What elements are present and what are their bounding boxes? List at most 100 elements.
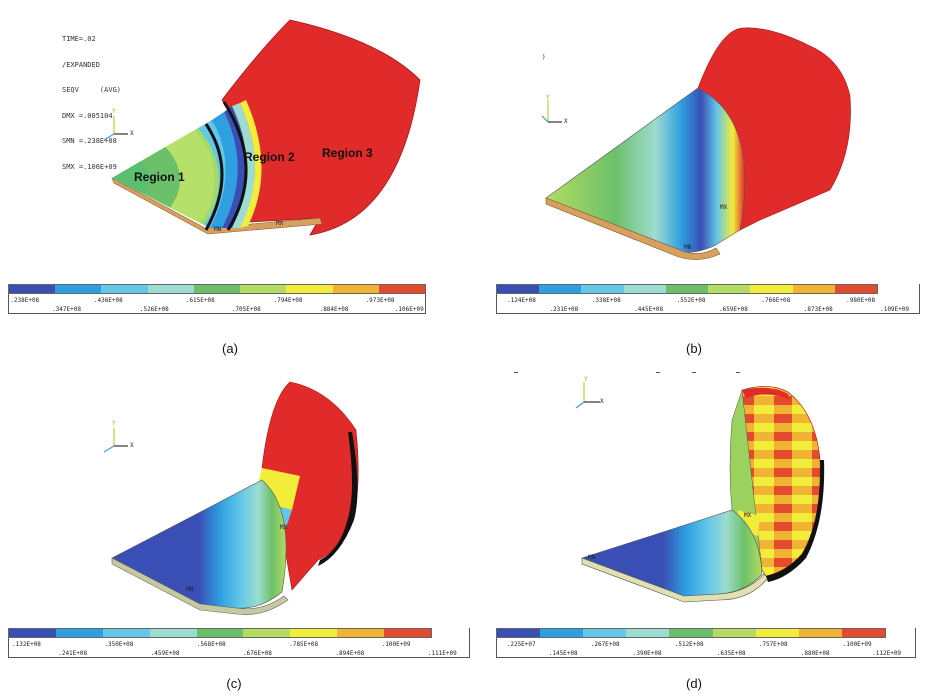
max-marker: MX — [720, 204, 728, 211]
min-marker: MN — [588, 554, 596, 561]
info-fragment — [514, 372, 518, 373]
color-bar-band — [240, 285, 287, 293]
legend-tick-label: .145E+08 — [548, 650, 578, 657]
color-bar-band — [9, 285, 56, 293]
max-marker: MX — [744, 512, 752, 519]
info-line: TIME=.02 — [62, 35, 96, 43]
legend-tick-label: .100E+09 — [842, 641, 872, 648]
color-bar-band — [332, 285, 379, 293]
legend-tick-label: .436E+08 — [93, 297, 123, 304]
min-marker: MN — [684, 244, 692, 251]
panel-caption: (d) — [686, 676, 702, 691]
legend-tick-label: .757E+08 — [758, 641, 788, 648]
color-bar-band — [196, 629, 244, 637]
triad-y-label: Y — [112, 420, 116, 427]
region-1-label: Region 1 — [134, 170, 185, 184]
color-bar-band — [337, 629, 385, 637]
analysis-info-block: TIME=.02 /EXPANDED SEQV (AVG) DMX =.0051… — [62, 18, 121, 188]
legend-tick-label: .100E+09 — [381, 641, 411, 648]
legend-tick-label: .112E+09 — [872, 650, 902, 657]
color-bar-band — [583, 629, 627, 637]
stress-contour-model-c — [111, 381, 359, 615]
color-bar-band — [712, 629, 756, 637]
legend-tick-label: .109E+09 — [880, 306, 909, 313]
triad-y-label: Y — [112, 108, 116, 115]
legend-tick-label: .241E+08 — [58, 650, 88, 657]
legend-tick-label: .231E+08 — [549, 306, 579, 313]
color-bar-band — [750, 285, 793, 293]
region-2-label: Region 2 — [244, 150, 295, 164]
legend-tick-label: .390E+08 — [632, 650, 662, 657]
legend-tick-label: .615E+08 — [185, 297, 215, 304]
triad-x-label: X — [600, 398, 604, 405]
triad-x-label: X — [564, 118, 568, 125]
color-bar-band — [834, 285, 877, 293]
legend-tick-label: .526E+08 — [139, 306, 169, 313]
panel-b: ) Y X MN MX .124E+08 — [470, 0, 927, 360]
info-fragment: ) — [542, 54, 546, 61]
color-bar-band — [665, 285, 709, 293]
color-bar-band — [9, 629, 56, 637]
info-fragment — [692, 372, 696, 373]
color-bar-band — [497, 629, 541, 637]
info-line: SMN =.238E+08 — [62, 137, 117, 145]
legend-tick-label: .512E+08 — [674, 641, 704, 648]
color-bar-band — [581, 285, 624, 293]
color-bar-band — [378, 285, 425, 293]
color-bar-band — [841, 629, 885, 637]
color-bar — [496, 628, 886, 638]
info-fragment — [736, 372, 740, 373]
legend-tick-label: .459E+08 — [150, 650, 180, 657]
color-bar-band — [193, 285, 241, 293]
min-marker: MN — [186, 586, 194, 593]
color-bar-band — [708, 285, 751, 293]
legend-tick-label: .880E+08 — [800, 650, 830, 657]
legend-tick-label: .568E+08 — [196, 641, 226, 648]
color-bar-band — [102, 629, 150, 637]
min-marker: MN — [214, 226, 222, 233]
color-bar-band — [286, 285, 333, 293]
legend-frame — [8, 628, 470, 658]
color-bar-band — [497, 285, 540, 293]
coordinate-triad-icon — [575, 382, 600, 409]
info-line: SEQV (AVG) — [62, 86, 122, 94]
color-bar-band — [792, 285, 835, 293]
color-bar-band — [55, 285, 102, 293]
legend-tick-label: .794E+08 — [273, 297, 303, 304]
color-bar-band — [55, 629, 103, 637]
stress-contour-model-b — [545, 27, 851, 260]
legend-tick-label: .106E+09 — [394, 306, 424, 313]
legend-tick-label: .552E+08 — [676, 297, 706, 304]
max-marker: MX — [280, 524, 288, 531]
triad-y-label: Y — [584, 376, 588, 383]
legend-tick-label: .124E+08 — [506, 297, 536, 304]
legend-tick-label: .873E+08 — [803, 306, 833, 313]
info-line: SMX =.106E+09 — [62, 162, 117, 171]
legend-tick-label: .705E+08 — [231, 306, 261, 313]
panel-a: TIME=.02 /EXPANDED SEQV (AVG) DMX =.0051… — [0, 0, 460, 360]
coordinate-triad-icon — [103, 116, 128, 141]
coordinate-triad-icon — [103, 428, 128, 453]
legend-tick-label: .347E+08 — [52, 306, 81, 313]
color-bar-band — [755, 629, 799, 637]
legend-tick-label: .676E+08 — [243, 650, 272, 657]
legend-tick-label: .350E+08 — [104, 641, 134, 648]
color-bar — [496, 284, 878, 294]
legend-frame — [8, 284, 426, 314]
panel-caption: (c) — [226, 676, 242, 691]
legend-tick-label: .884E+08 — [319, 306, 349, 313]
triad-x-label: X — [130, 130, 134, 137]
stress-contour-model-a — [111, 19, 421, 236]
color-bar-band — [147, 285, 194, 293]
legend-tick-label: .445E+08 — [634, 306, 664, 313]
panel-c: Y X MN MX .132E+08 .350E+08 — [0, 360, 470, 694]
color-bar-band — [384, 629, 432, 637]
legend-tick-label: .635E+08 — [716, 650, 746, 657]
legend-tick-label: .973E+08 — [365, 297, 395, 304]
info-line: DMX =.005104 — [62, 111, 113, 120]
legend-tick-label: .785E+08 — [289, 641, 319, 648]
legend-tick-label: .225E+07 — [506, 641, 536, 648]
legend-tick-label: .766E+08 — [761, 297, 791, 304]
legend-tick-label: .267E+08 — [590, 641, 620, 648]
legend-frame — [496, 628, 916, 658]
